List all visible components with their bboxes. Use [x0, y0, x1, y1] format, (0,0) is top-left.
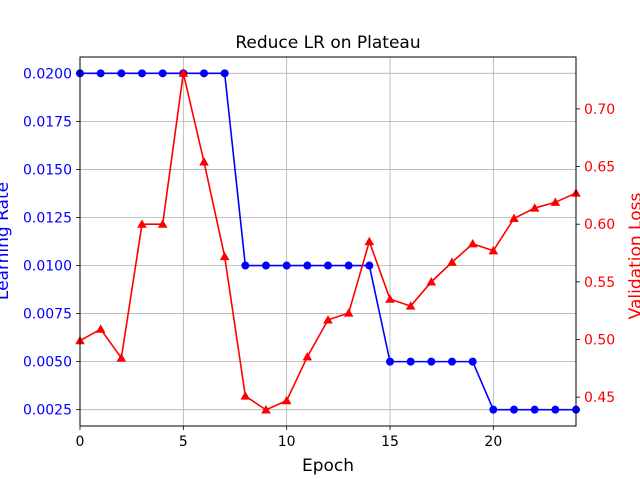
validation-loss-point [178, 68, 189, 77]
x-tick-label: 20 [484, 434, 502, 450]
y-left-tick-label: 0.0200 [23, 66, 72, 82]
validation-loss-point [385, 294, 395, 303]
validation-loss-point [323, 315, 333, 324]
y-left-tick-label: 0.0050 [23, 355, 72, 371]
learning-rate-point [241, 261, 250, 270]
learning-rate-point [448, 357, 456, 366]
learning-rate-point [386, 357, 394, 366]
y-axis-right-label: Validation Loss [626, 193, 640, 320]
learning-rate-point [262, 261, 270, 270]
learning-rate-point [200, 69, 208, 78]
learning-rate-point [551, 405, 560, 414]
plot-frame [79, 56, 577, 427]
y-right-tick-label: 0.45 [584, 390, 615, 406]
validation-loss-point [116, 353, 127, 362]
validation-loss-point [426, 277, 437, 286]
validation-loss-point [137, 219, 147, 228]
validation-loss-point [529, 203, 540, 212]
validation-loss-point [281, 395, 292, 405]
x-tick-label: 10 [278, 434, 296, 450]
validation-loss-point [447, 257, 457, 266]
learning-rate-point [468, 357, 477, 366]
validation-loss-series [75, 68, 581, 414]
y-left-tick-label: 0.0075 [23, 307, 72, 323]
validation-loss-point [364, 236, 375, 246]
y-axis-left: 0.0025 0.0050 0.0075 0.0100 0.0125 0.0150 0.01… [23, 66, 80, 419]
y-left-tick-label: 0.0025 [23, 403, 72, 419]
validation-loss-point [405, 301, 416, 310]
validation-loss-point [467, 239, 478, 248]
validation-loss-point [199, 157, 209, 166]
learning-rate-point [510, 405, 518, 414]
learning-rate-point [138, 69, 146, 78]
chart-title: Reduce LR on Plateau [235, 33, 420, 53]
validation-loss-point [343, 308, 354, 317]
y-axis-left-label: Learning Rate [0, 182, 13, 300]
learning-rate-point [158, 69, 167, 78]
validation-loss-point [488, 245, 499, 255]
y-right-tick-label: 0.70 [584, 102, 615, 118]
learning-rate-point [96, 69, 105, 78]
x-axis-label: Epoch [302, 456, 354, 476]
validation-loss-point [219, 251, 230, 261]
y-left-tick-label: 0.0125 [23, 210, 72, 226]
x-tick-label: 15 [381, 434, 399, 450]
plot-series [75, 68, 581, 414]
learning-rate-point [344, 261, 353, 270]
y-left-tick-label: 0.0150 [23, 162, 72, 178]
learning-rate-series [76, 69, 580, 414]
learning-rate-point [365, 261, 374, 270]
validation-loss-point [157, 219, 168, 228]
learning-rate-point [303, 261, 312, 270]
learning-rate-point [406, 357, 415, 366]
y-axis-right: 0.45 0.50 0.55 0.60 0.65 0.70 [576, 102, 615, 406]
validation-loss-point [261, 405, 271, 414]
validation-loss-point [550, 197, 561, 206]
learning-rate-point [220, 69, 229, 78]
learning-rate-point [427, 357, 436, 366]
learning-rate-point [324, 261, 332, 270]
learning-rate-point [282, 261, 291, 270]
validation-loss-point [95, 324, 106, 333]
y-right-tick-label: 0.55 [584, 275, 615, 291]
validation-loss-point [509, 213, 519, 223]
validation-loss-point [302, 352, 313, 361]
x-tick-label: 0 [76, 434, 85, 450]
learning-rate-point [530, 405, 539, 414]
x-tick-label: 5 [179, 434, 188, 450]
y-right-tick-label: 0.60 [584, 217, 615, 233]
learning-rate-point [489, 405, 498, 414]
learning-rate-point [117, 69, 126, 78]
validation-loss-point [240, 391, 251, 400]
y-right-tick-label: 0.50 [584, 333, 615, 349]
y-left-tick-label: 0.0100 [23, 259, 72, 275]
x-axis: 0 5 10 15 20 [76, 426, 502, 450]
y-right-tick-label: 0.65 [584, 160, 615, 176]
grid-lines [79, 57, 576, 426]
y-left-tick-label: 0.0175 [23, 114, 72, 130]
